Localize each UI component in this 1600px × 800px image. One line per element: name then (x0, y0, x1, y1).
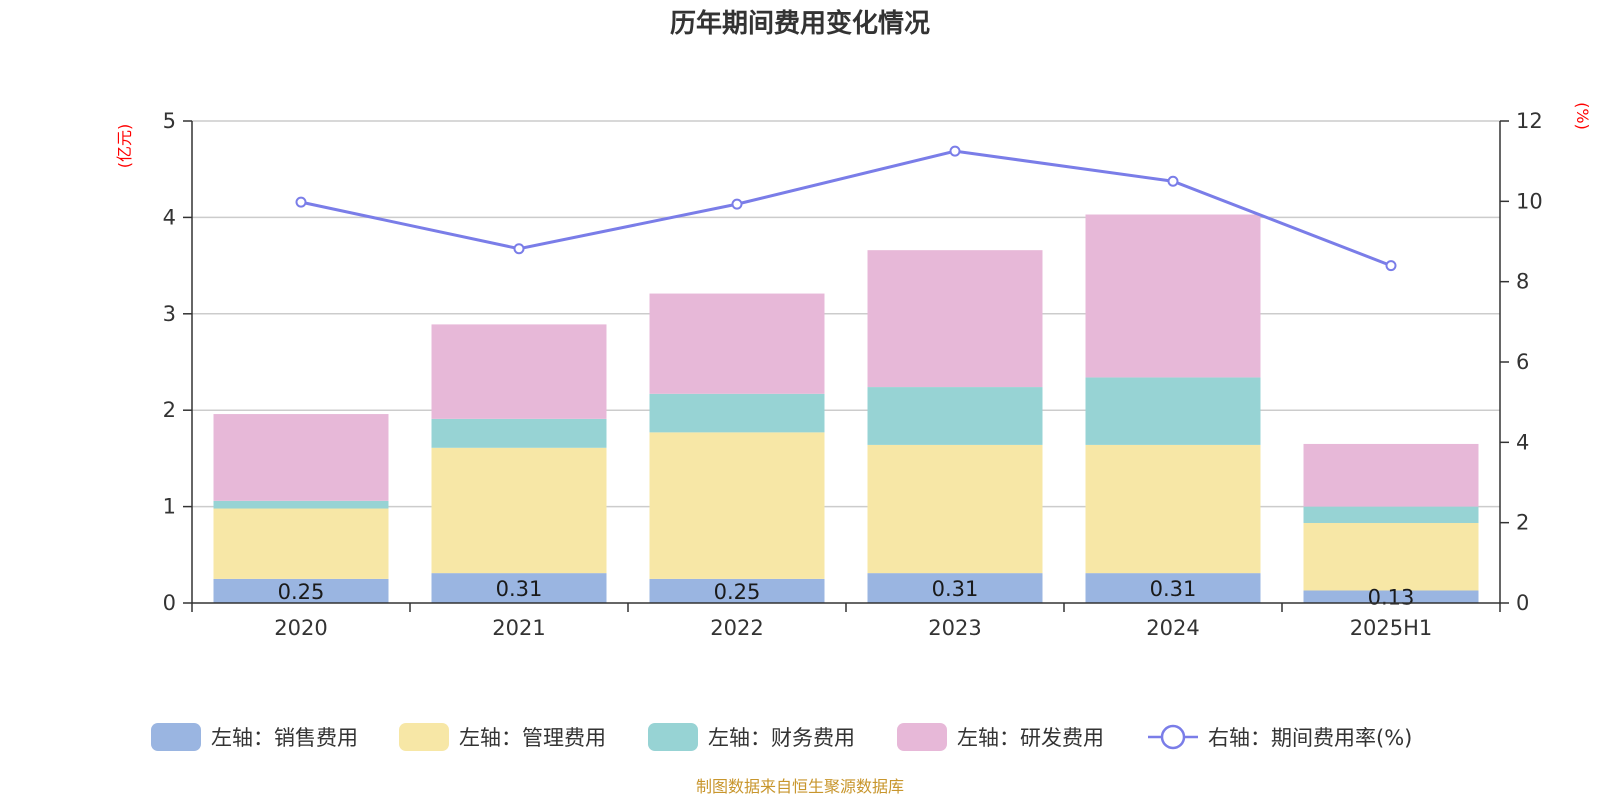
bar-segment (213, 578, 389, 603)
rate-line-point (295, 196, 307, 208)
rate-line-point (949, 145, 961, 157)
legend-swatch (151, 723, 201, 751)
bar-segment (1085, 377, 1261, 445)
bar-segment (867, 387, 1043, 445)
bar-data-label: 0.25 (714, 580, 761, 604)
legend-label: 右轴：期间费用率(%) (1208, 726, 1412, 750)
x-axis-label: 2025H1 (1350, 616, 1433, 640)
right-axis-unit: (%) (1573, 102, 1592, 130)
bar-data-label: 0.31 (932, 577, 979, 601)
bar-segment (649, 393, 825, 433)
bar-segment (1085, 214, 1261, 378)
bar-segment (1303, 522, 1479, 591)
left-axis-tick-label: 3 (163, 302, 176, 326)
rate-line-point (513, 243, 525, 255)
right-axis-tick-label: 10 (1516, 189, 1543, 213)
rate-line (295, 145, 1397, 272)
rate-line-path (300, 149, 1392, 267)
legend-label: 左轴：管理费用 (459, 726, 606, 750)
left-axis-tick-label: 4 (163, 205, 176, 229)
bar-segment (649, 578, 825, 603)
bar-segment (867, 573, 1043, 603)
bar-segment (213, 508, 389, 579)
bar-segment (1085, 573, 1261, 603)
x-axis-label: 2022 (710, 616, 763, 640)
x-axis-label: 2024 (1146, 616, 1199, 640)
bar-segment (1303, 443, 1479, 507)
bar-data-label: 0.25 (278, 580, 325, 604)
rate-line-point (731, 198, 743, 210)
legend: 左轴：销售费用 左轴：管理费用 左轴：财务费用 左轴：研发费用 右轴：期间费用率(%) (151, 723, 1412, 751)
bar-segment (649, 293, 825, 394)
right-axis-tick-label: 12 (1516, 109, 1543, 133)
source-note: 制图数据来自恒生聚源数据库 (696, 777, 904, 796)
bar-segment (431, 573, 607, 603)
legend-label: 左轴：销售费用 (211, 726, 358, 750)
bar-segment (213, 414, 389, 501)
legend-swatch (648, 723, 698, 751)
left-axis-tick-label: 1 (163, 495, 176, 519)
legend-swatch (897, 723, 947, 751)
bar-segment (867, 250, 1043, 388)
bar-segment (1303, 590, 1479, 603)
bars (213, 214, 1479, 603)
legend-label: 左轴：研发费用 (957, 726, 1104, 750)
bar-segment (867, 444, 1043, 574)
x-axis-label: 2020 (274, 616, 327, 640)
left-axis-tick-label: 5 (163, 109, 176, 133)
bar-segment (649, 432, 825, 579)
data-labels: 0.25 0.31 0.25 0.31 0.31 0.13 (278, 577, 1415, 610)
bar-segment (1085, 444, 1261, 574)
legend-point-icon (1160, 724, 1186, 750)
x-axis-label: 2023 (928, 616, 981, 640)
bar-segment (431, 324, 607, 419)
left-axis-tick-label: 2 (163, 398, 176, 422)
rate-line-point (1385, 260, 1397, 272)
bar-segment (431, 418, 607, 448)
grid-lines (192, 120, 1500, 508)
right-axis-tick-label: 0 (1516, 591, 1529, 615)
right-axis-tick-label: 4 (1516, 430, 1529, 454)
legend-label: 左轴：财务费用 (708, 726, 855, 750)
right-axis-tick-label: 8 (1516, 270, 1529, 294)
chart-title: 历年期间费用变化情况 (670, 8, 930, 39)
bar-segment (1303, 506, 1479, 523)
right-axis-tick-label: 2 (1516, 511, 1529, 535)
bar-segment (431, 447, 607, 574)
left-axis-unit: (亿元) (115, 124, 134, 169)
legend-swatch (399, 723, 449, 751)
rate-line-point (1167, 175, 1179, 187)
x-axis-label: 2021 (492, 616, 545, 640)
left-axis-tick-label: 0 (163, 591, 176, 615)
right-axis-tick-label: 6 (1516, 350, 1529, 374)
bar-data-label: 0.31 (496, 577, 543, 601)
bar-data-label: 0.31 (1150, 577, 1197, 601)
bar-segment (213, 500, 389, 509)
bar-data-label: 0.13 (1368, 586, 1415, 610)
